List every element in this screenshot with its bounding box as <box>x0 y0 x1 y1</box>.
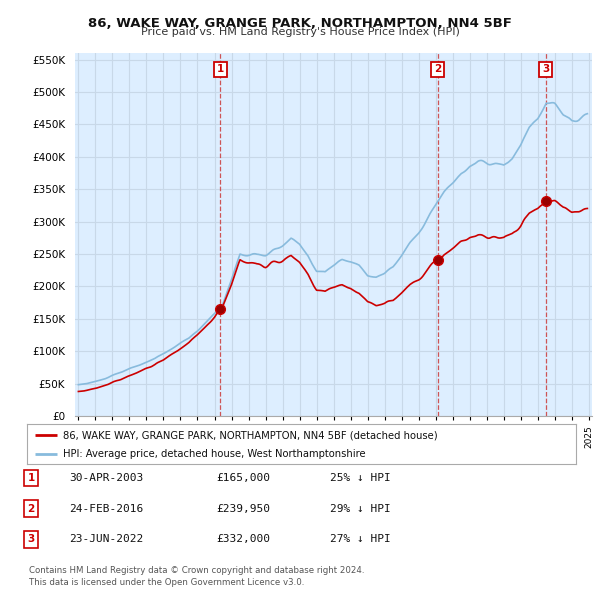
Text: £332,000: £332,000 <box>216 535 270 544</box>
Text: £239,950: £239,950 <box>216 504 270 513</box>
Text: 30-APR-2003: 30-APR-2003 <box>69 473 143 483</box>
Text: 86, WAKE WAY, GRANGE PARK, NORTHAMPTON, NN4 5BF: 86, WAKE WAY, GRANGE PARK, NORTHAMPTON, … <box>88 17 512 30</box>
Text: 2: 2 <box>434 64 442 74</box>
Text: 24-FEB-2016: 24-FEB-2016 <box>69 504 143 513</box>
Text: 27% ↓ HPI: 27% ↓ HPI <box>330 535 391 544</box>
Text: 3: 3 <box>28 535 35 544</box>
Text: 3: 3 <box>542 64 550 74</box>
Text: £165,000: £165,000 <box>216 473 270 483</box>
Text: 25% ↓ HPI: 25% ↓ HPI <box>330 473 391 483</box>
Text: 86, WAKE WAY, GRANGE PARK, NORTHAMPTON, NN4 5BF (detached house): 86, WAKE WAY, GRANGE PARK, NORTHAMPTON, … <box>62 430 437 440</box>
Text: HPI: Average price, detached house, West Northamptonshire: HPI: Average price, detached house, West… <box>62 450 365 459</box>
Text: 23-JUN-2022: 23-JUN-2022 <box>69 535 143 544</box>
Text: 2: 2 <box>28 504 35 513</box>
Text: 1: 1 <box>217 64 224 74</box>
Text: Contains HM Land Registry data © Crown copyright and database right 2024.
This d: Contains HM Land Registry data © Crown c… <box>29 566 364 587</box>
Text: 29% ↓ HPI: 29% ↓ HPI <box>330 504 391 513</box>
Text: Price paid vs. HM Land Registry's House Price Index (HPI): Price paid vs. HM Land Registry's House … <box>140 27 460 37</box>
Text: 1: 1 <box>28 473 35 483</box>
